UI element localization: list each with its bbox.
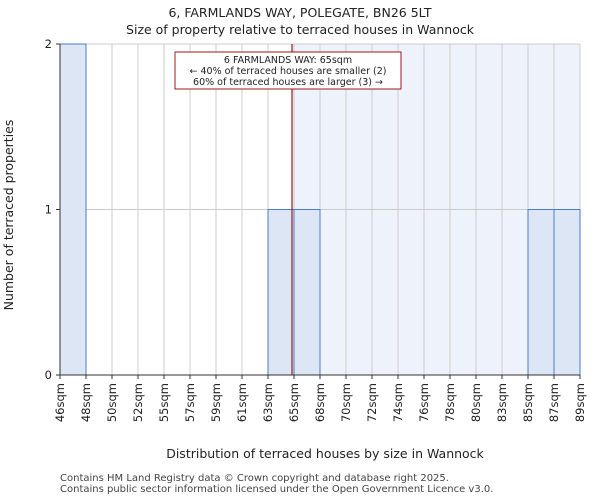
chart-title: 6, FARMLANDS WAY, POLEGATE, BN26 5LT xyxy=(168,5,432,20)
x-tick-label: 89sqm xyxy=(573,383,587,422)
annotation-box xyxy=(174,51,402,90)
annotation-title: 6 FARMLANDS WAY: 65sqm xyxy=(224,55,352,66)
annotation-larger: 60% of terraced houses are larger (3) → xyxy=(193,77,383,88)
x-tick-label: 63sqm xyxy=(261,383,275,422)
footer-line-2: Contains public sector information licen… xyxy=(60,484,494,495)
x-tick-label: 55sqm xyxy=(157,383,171,422)
annotation-smaller: ← 40% of terraced houses are smaller (2) xyxy=(190,66,387,77)
y-tick-label: 2 xyxy=(45,37,52,51)
chart-subtitle: Size of property relative to terraced ho… xyxy=(126,22,474,37)
x-tick-label: 52sqm xyxy=(131,383,145,422)
x-tick-label: 65sqm xyxy=(287,383,301,422)
histogram-bar xyxy=(293,209,321,376)
chart-footer: Contains HM Land Registry data © Crown c… xyxy=(60,473,493,495)
y-axis-title: Number of terraced properties xyxy=(1,120,16,311)
x-tick-label: 57sqm xyxy=(183,383,197,422)
histogram-bar xyxy=(267,209,295,376)
x-tick-label: 70sqm xyxy=(339,383,353,422)
x-tick-label: 87sqm xyxy=(547,383,561,422)
x-tick-label: 83sqm xyxy=(495,383,509,422)
footer-line-1: Contains HM Land Registry data © Crown c… xyxy=(60,473,449,484)
x-tick-label: 68sqm xyxy=(313,383,327,422)
x-tick-label: 61sqm xyxy=(235,383,249,422)
histogram-bar xyxy=(527,209,555,376)
x-tick-label: 59sqm xyxy=(209,383,223,422)
x-axis-title: Distribution of terraced houses by size … xyxy=(166,446,484,461)
y-tick-label: 1 xyxy=(45,203,52,217)
x-tick-label: 50sqm xyxy=(105,383,119,422)
histogram-bar xyxy=(59,43,87,376)
x-tick-label: 78sqm xyxy=(443,383,457,422)
x-tick-label: 72sqm xyxy=(365,383,379,422)
chart-title-block: 6, FARMLANDS WAY, POLEGATE, BN26 5LT Siz… xyxy=(0,4,600,38)
x-tick-label: 48sqm xyxy=(79,383,93,422)
x-tick-label: 76sqm xyxy=(417,383,431,422)
x-tick-label: 46sqm xyxy=(53,383,67,422)
x-tick-label: 80sqm xyxy=(469,383,483,422)
y-tick-label: 0 xyxy=(45,368,52,382)
histogram-bar xyxy=(553,209,581,376)
x-tick-label: 74sqm xyxy=(391,383,405,422)
x-tick-label: 85sqm xyxy=(521,383,535,422)
